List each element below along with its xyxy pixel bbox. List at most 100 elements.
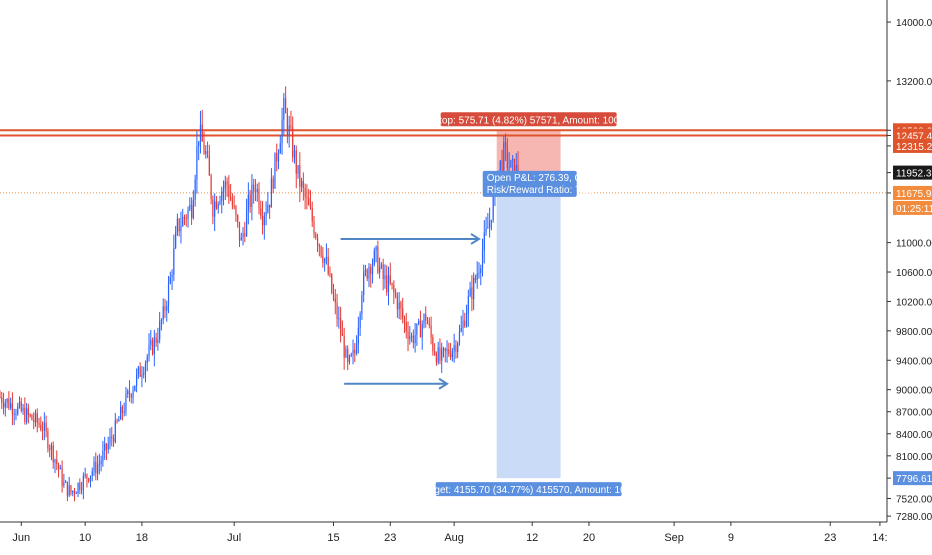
candle-body [118, 419, 120, 422]
candle-body [155, 337, 157, 343]
candle-body [489, 221, 491, 228]
candle-body [281, 119, 283, 144]
candle-body [322, 255, 324, 263]
candle-body [478, 272, 480, 274]
candle [464, 312, 466, 328]
candle-body [112, 438, 115, 442]
candle [201, 109, 203, 142]
stop-label: Stop: 575.71 (4.82%) 57571, Amount: 1000 [432, 115, 625, 126]
candle [267, 191, 269, 214]
candle [141, 365, 143, 388]
candle-body [361, 295, 363, 314]
candle-body [256, 188, 258, 193]
stop-label-bg [440, 112, 617, 127]
candle-body [260, 208, 262, 216]
x-tick-label: 14: [872, 532, 887, 544]
candle-body [61, 467, 63, 486]
candle [258, 182, 260, 215]
y-price-badge [893, 471, 932, 486]
candle-body [13, 413, 15, 415]
candle [462, 309, 464, 336]
candle-body [43, 422, 45, 431]
candle [38, 417, 40, 428]
candle-body [341, 332, 343, 336]
x-tick-label: 15 [327, 532, 339, 544]
candle-body [428, 323, 430, 326]
candle-body [40, 424, 42, 430]
candle-body [102, 450, 104, 461]
candle [75, 491, 77, 494]
candle-body [104, 443, 106, 451]
candle [206, 141, 209, 159]
candle-body [467, 296, 469, 314]
pattern-arrow-head-1 [438, 377, 449, 390]
x-tick-label: 10 [79, 532, 91, 544]
candle-body [45, 422, 47, 432]
candle [410, 332, 413, 343]
candle [27, 403, 29, 424]
candle-body [379, 266, 381, 273]
candle-body [453, 345, 455, 351]
candle-body [162, 306, 164, 320]
candle [340, 306, 342, 343]
candle-body [501, 160, 503, 172]
candle-body [371, 264, 374, 275]
candle-body [455, 345, 457, 352]
candle-body [277, 153, 280, 162]
candle-body [286, 113, 288, 135]
candle [203, 131, 205, 155]
candle [363, 264, 365, 303]
candle [403, 315, 406, 334]
candle-body [2, 403, 5, 408]
candle [279, 134, 281, 154]
candle-body [487, 227, 489, 229]
candle-body [245, 210, 248, 236]
candle-body [313, 221, 315, 235]
candle [235, 204, 237, 222]
plot-background [0, 0, 887, 522]
candle-body [382, 264, 384, 280]
candle [127, 388, 129, 399]
candle-body [300, 181, 303, 187]
candle-body [88, 478, 90, 482]
candle [361, 290, 363, 320]
candle-body [143, 373, 145, 375]
candle-body [309, 205, 312, 209]
candle-body [27, 408, 29, 415]
candle-body [357, 327, 359, 345]
candle [286, 107, 288, 144]
candle-body [29, 414, 31, 416]
candle [194, 174, 196, 207]
candle-body [471, 287, 473, 300]
pnl-label: Open P&L: 276.39, Qty: 0 [487, 173, 602, 184]
candle [61, 460, 63, 493]
candle [118, 415, 120, 422]
candle-body [389, 275, 391, 283]
candle-body [297, 165, 299, 174]
candle [77, 482, 79, 498]
candle [251, 174, 253, 221]
candle-body [354, 349, 356, 354]
countdown-badge [893, 200, 932, 215]
candle [309, 190, 312, 210]
candle-body [206, 151, 209, 156]
candle-body [258, 188, 260, 209]
candle-body [503, 142, 505, 172]
candle [189, 197, 191, 212]
candle-body [41, 429, 44, 431]
candle [269, 204, 271, 219]
candle [432, 334, 434, 356]
candle [95, 452, 97, 481]
candle-body [68, 485, 70, 496]
candle-body [66, 481, 69, 496]
candle-body [261, 215, 264, 226]
candle [380, 262, 383, 270]
candle [137, 365, 139, 379]
candle-body [198, 141, 200, 147]
candle-body [345, 348, 347, 358]
candle-body [285, 98, 287, 114]
candle [476, 261, 478, 289]
candle [400, 300, 402, 320]
